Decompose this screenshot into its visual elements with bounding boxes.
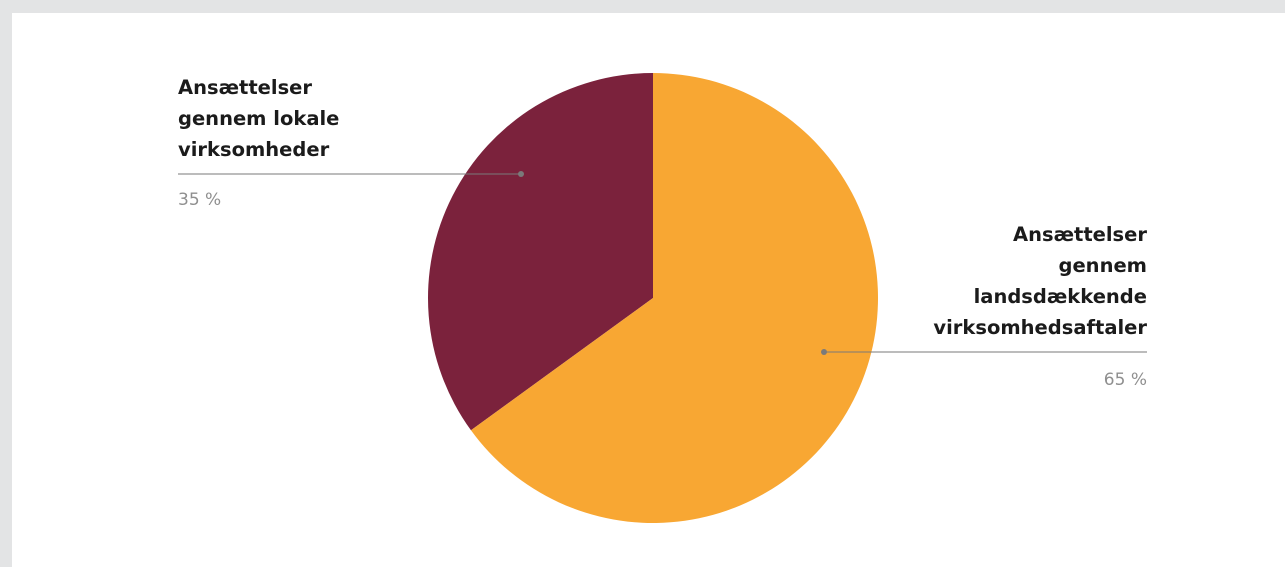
slice-label-landsdaekkende-virksomhedsaftaler: Ansættelser gennem landsdækkende virksom… bbox=[933, 223, 1147, 339]
leader-dot-lokale-virksomheder bbox=[518, 171, 524, 177]
slice-label-lokale-virksomheder: Ansættelser gennem lokale virksomheder bbox=[178, 76, 340, 161]
pie-slice-landsdaekkende-virksomhedsaftaler bbox=[470, 73, 878, 523]
pie-slice-lokale-virksomheder bbox=[428, 73, 653, 431]
leader-dot-landsdaekkende-virksomhedsaftaler bbox=[821, 349, 827, 355]
slice-value-landsdaekkende-virksomhedsaftaler: 65 % bbox=[1103, 370, 1147, 390]
slice-value-lokale-virksomheder: 35 % bbox=[178, 190, 222, 210]
